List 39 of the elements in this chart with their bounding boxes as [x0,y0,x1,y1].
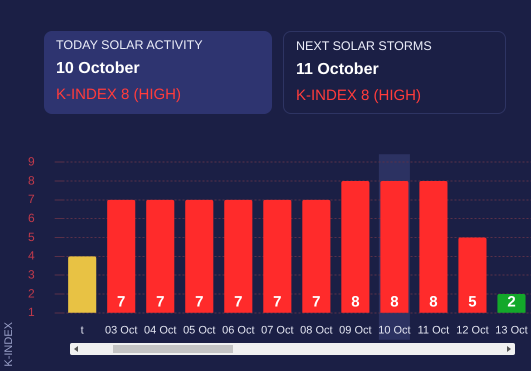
y-tick-label: 6 [28,210,35,225]
x-tick-label: 04 Oct [144,324,176,336]
text: NEXT SOLAR STORMS [296,39,433,53]
x-tick-label: 12 Oct [456,324,489,336]
x-tick-label: t [80,324,84,336]
y-tick-label: 1 [28,305,35,320]
x-tick-label: 13 Oct [495,324,528,336]
text: K-INDEX 8 (HIGH) [296,87,422,104]
data-label: 2 [507,293,516,310]
data-label: 7 [234,293,242,310]
data-label: 7 [195,293,204,310]
x-tick-label: 03 Oct [105,324,138,336]
data-label: 7 [312,293,321,310]
x-tick-label: 10 Oct [378,324,411,336]
text: TODAY SOLAR ACTIVITY [56,38,204,52]
data-label: 8 [351,293,360,310]
y-tick-label: 5 [28,230,35,244]
x-tick-label: 09 Oct [339,324,372,336]
y-tick-label: 8 [28,173,35,188]
data-label: 5 [468,293,477,310]
data-label: 7 [273,293,282,310]
text: 10 October [56,60,141,78]
data-label: 7 [117,293,126,310]
y-axis-title: K-INDEX [3,322,15,367]
y-tick-label: 9 [28,154,35,169]
x-tick-label: 11 Oct [418,324,450,336]
y-tick-label: 3 [28,267,35,282]
y-tick-label: 7 [28,192,35,206]
x-tick-label: 07 Oct [261,324,294,336]
text: K-INDEX 8 (HIGH) [56,86,182,103]
x-tick-label: 05 Oct [183,324,216,336]
y-tick-label: 2 [28,286,35,300]
data-label: 8 [429,293,438,310]
y-tick-label: 4 [28,248,35,263]
x-tick-label: 08 Oct [300,324,333,336]
text: 11 October [296,61,380,79]
data-label: 7 [156,293,164,310]
data-label: 8 [390,293,399,310]
x-tick-label: 06 Oct [222,324,254,336]
